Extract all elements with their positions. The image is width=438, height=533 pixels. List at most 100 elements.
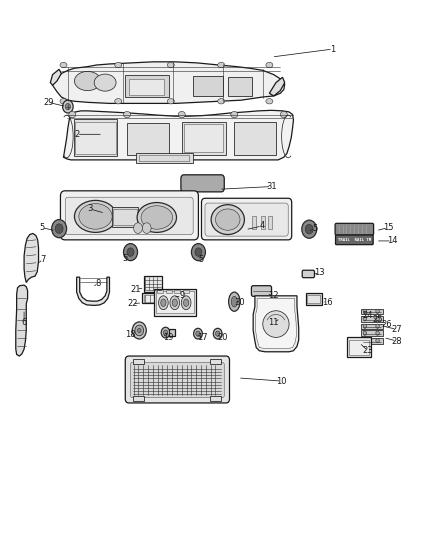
Text: 16: 16 — [322, 298, 333, 307]
Text: 5: 5 — [122, 254, 127, 263]
Ellipse shape — [231, 111, 238, 118]
Bar — [133, 359, 144, 364]
Bar — [361, 316, 383, 322]
Ellipse shape — [142, 223, 151, 233]
Text: 15: 15 — [383, 223, 393, 232]
Ellipse shape — [376, 309, 379, 313]
Ellipse shape — [167, 62, 174, 68]
Ellipse shape — [305, 224, 313, 234]
Ellipse shape — [159, 296, 168, 310]
Bar — [144, 295, 160, 302]
Text: 25: 25 — [372, 316, 383, 324]
Bar — [174, 290, 180, 293]
Polygon shape — [255, 298, 297, 349]
Bar — [234, 122, 276, 155]
Ellipse shape — [65, 103, 71, 110]
Ellipse shape — [60, 62, 67, 68]
Bar — [129, 79, 164, 95]
Ellipse shape — [302, 220, 317, 238]
Bar — [361, 309, 383, 314]
FancyBboxPatch shape — [302, 270, 314, 278]
Ellipse shape — [137, 203, 177, 232]
Bar — [169, 329, 175, 336]
Ellipse shape — [115, 62, 122, 68]
Ellipse shape — [79, 204, 112, 229]
Text: 24: 24 — [363, 311, 373, 320]
Ellipse shape — [74, 200, 117, 232]
Ellipse shape — [196, 331, 200, 336]
Text: 21: 21 — [131, 285, 141, 294]
Ellipse shape — [184, 299, 189, 306]
Ellipse shape — [376, 324, 379, 328]
Bar — [112, 207, 138, 227]
Bar — [307, 295, 320, 303]
Ellipse shape — [376, 338, 379, 343]
Bar — [361, 324, 383, 329]
Bar — [361, 338, 383, 344]
Bar — [144, 276, 162, 292]
Text: 5: 5 — [39, 223, 44, 232]
Ellipse shape — [167, 99, 174, 104]
Bar — [133, 396, 144, 401]
FancyBboxPatch shape — [131, 362, 224, 398]
FancyBboxPatch shape — [181, 175, 224, 192]
FancyBboxPatch shape — [205, 203, 288, 236]
Bar — [113, 209, 137, 225]
Ellipse shape — [181, 296, 191, 310]
Bar — [361, 330, 383, 336]
Text: 23: 23 — [363, 346, 373, 355]
Ellipse shape — [363, 324, 367, 328]
FancyBboxPatch shape — [65, 197, 193, 235]
FancyBboxPatch shape — [335, 223, 374, 235]
Polygon shape — [16, 285, 28, 356]
Ellipse shape — [124, 244, 138, 261]
Text: 5: 5 — [199, 255, 204, 264]
Polygon shape — [64, 110, 293, 160]
Text: 19: 19 — [163, 334, 174, 342]
Text: 3: 3 — [87, 205, 92, 213]
Text: 26: 26 — [382, 320, 392, 328]
Bar — [306, 293, 322, 305]
Ellipse shape — [161, 327, 170, 338]
FancyBboxPatch shape — [125, 356, 230, 403]
Bar — [210, 359, 221, 364]
Ellipse shape — [280, 111, 287, 118]
Bar — [125, 75, 169, 97]
Ellipse shape — [141, 206, 173, 229]
Bar — [210, 396, 221, 401]
Ellipse shape — [55, 224, 63, 233]
Text: 12: 12 — [268, 291, 279, 300]
Ellipse shape — [211, 205, 244, 235]
Ellipse shape — [215, 331, 220, 336]
Ellipse shape — [161, 299, 166, 306]
Text: 29: 29 — [43, 98, 53, 107]
Bar — [184, 124, 223, 152]
Ellipse shape — [69, 111, 76, 118]
FancyBboxPatch shape — [251, 286, 272, 296]
Ellipse shape — [135, 325, 144, 336]
Text: 18: 18 — [125, 330, 136, 338]
Ellipse shape — [134, 223, 142, 233]
Ellipse shape — [376, 317, 379, 321]
Text: 10: 10 — [276, 377, 287, 385]
Text: 7: 7 — [40, 255, 46, 263]
Bar — [156, 291, 194, 313]
Ellipse shape — [115, 99, 122, 104]
Ellipse shape — [195, 248, 202, 256]
Bar — [182, 122, 226, 155]
Text: 20: 20 — [217, 334, 228, 342]
Bar — [166, 290, 172, 293]
Bar — [142, 293, 162, 303]
Ellipse shape — [218, 62, 225, 68]
Text: 9: 9 — [179, 292, 184, 300]
Ellipse shape — [63, 100, 73, 113]
Text: 5: 5 — [313, 224, 318, 233]
Ellipse shape — [363, 309, 367, 313]
Ellipse shape — [231, 296, 237, 307]
Polygon shape — [269, 77, 285, 96]
Polygon shape — [24, 233, 39, 282]
Text: 28: 28 — [392, 337, 402, 345]
Ellipse shape — [138, 328, 141, 333]
FancyBboxPatch shape — [60, 191, 198, 240]
Ellipse shape — [127, 248, 134, 256]
